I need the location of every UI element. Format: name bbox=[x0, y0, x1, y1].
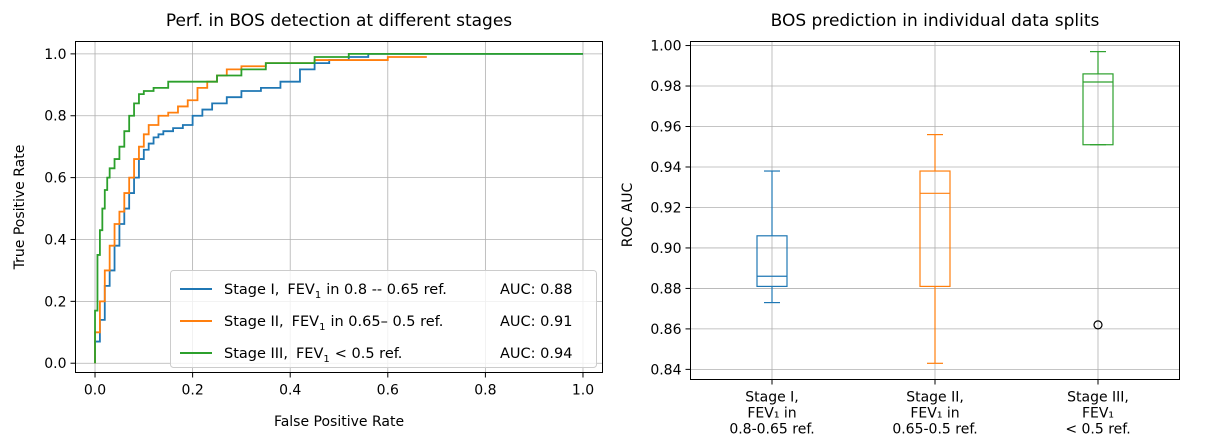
legend-entry-stage-1: Stage I, FEV1 in 0.8 -- 0.65 ref. AUC: 0.8… bbox=[180, 282, 572, 301]
roc-x-axis-label: False Positive Rate bbox=[274, 414, 404, 430]
roc-y-tick-label: 0.2 bbox=[44, 294, 66, 310]
boxplot-y-tick-label: 1.00 bbox=[650, 39, 681, 55]
legend-fev-sub-3: 1 bbox=[323, 354, 329, 365]
legend-fev-sub-2: 1 bbox=[319, 322, 325, 333]
boxplot-y-ticks: 0.84 0.86 0.88 0.90 0.92 0.94 0.96 0.98 1.00 bbox=[650, 39, 691, 378]
legend-fev-3: FEV bbox=[296, 346, 324, 362]
box-iqr bbox=[919, 170, 951, 287]
roc-y-tick-label: 0.8 bbox=[44, 109, 66, 125]
box-stage-1 bbox=[756, 170, 788, 304]
roc-y-tick-label: 0.4 bbox=[44, 232, 66, 248]
boxplot-x-tick-label: FEV₁ bbox=[1082, 406, 1114, 422]
roc-y-ticks: 0.0 0.2 0.4 0.6 0.8 1.0 bbox=[44, 47, 76, 372]
boxplot-boxes bbox=[756, 51, 1114, 364]
roc-chart: Perf. in BOS detection at different stag… bbox=[12, 11, 603, 430]
boxplot-chart-title: BOS prediction in individual data splits bbox=[771, 11, 1100, 31]
legend-fev-1: FEV bbox=[287, 282, 315, 298]
boxplot-y-tick-label: 0.94 bbox=[650, 160, 681, 176]
roc-series-group bbox=[94, 52, 583, 364]
box-iqr bbox=[756, 235, 788, 287]
boxplot-x-tick-label: FEV₁ in bbox=[747, 406, 796, 422]
roc-x-tick-label: 0.2 bbox=[181, 383, 203, 399]
legend-entry-stage-3: Stage III, FEV1 < 0.5 ref. AUC: 0.94 bbox=[180, 346, 572, 365]
boxplot-y-tick-label: 0.92 bbox=[650, 200, 681, 216]
legend-auc-stage-3: AUC: 0.94 bbox=[500, 346, 572, 362]
roc-x-ticks: 0.0 0.2 0.4 0.6 0.8 1.0 bbox=[84, 372, 594, 399]
legend-stage-3-label: Stage III, bbox=[224, 346, 288, 362]
legend-stage-3-range: < 0.5 ref. bbox=[335, 346, 403, 362]
legend-stage-2-label: Stage II, bbox=[224, 314, 284, 330]
roc-x-tick-label: 0.4 bbox=[279, 383, 301, 399]
boxplot-y-axis-label: ROC AUC bbox=[620, 182, 636, 247]
svg-text:Stage III,FEV1< 0.5 ref.: Stage III, FEV1 < 0.5 ref. bbox=[224, 346, 402, 365]
roc-x-tick-label: 0.8 bbox=[474, 383, 496, 399]
legend-stage-1-label: Stage I, bbox=[224, 282, 279, 298]
roc-y-tick-label: 0.6 bbox=[44, 171, 66, 187]
roc-y-tick-label: 1.0 bbox=[44, 47, 66, 63]
roc-y-axis-label: True Positive Rate bbox=[12, 145, 28, 271]
box-iqr bbox=[1082, 73, 1114, 146]
box-stage-2 bbox=[919, 134, 951, 364]
roc-x-tick-label: 1.0 bbox=[572, 383, 594, 399]
boxplot-x-tick-label: 0.65-0.5 ref. bbox=[892, 422, 977, 438]
boxplot-x-tick-label: FEV₁ in bbox=[910, 406, 959, 422]
roc-legend-box bbox=[170, 270, 597, 368]
boxplot-x-ticks: Stage I,FEV₁ in0.8-0.65 ref.Stage II,FEV… bbox=[729, 379, 1131, 438]
boxplot-y-tick-label: 0.98 bbox=[650, 79, 681, 95]
roc-x-tick-label: 0.6 bbox=[377, 383, 399, 399]
boxplot-y-tick-label: 0.96 bbox=[650, 120, 681, 136]
roc-chart-title: Perf. in BOS detection at different stag… bbox=[166, 11, 512, 31]
legend-fev-2: FEV bbox=[292, 314, 320, 330]
roc-legend: Stage I, FEV1 in 0.8 -- 0.65 ref. AUC: 0.8… bbox=[170, 270, 597, 368]
legend-stage-1-range: in 0.8 -- 0.65 ref. bbox=[326, 282, 447, 298]
boxplot-y-tick-label: 0.84 bbox=[650, 362, 681, 378]
roc-x-tick-label: 0.0 bbox=[84, 383, 106, 399]
boxplot-y-tick-label: 0.86 bbox=[650, 322, 681, 338]
roc-curve-stage-2 bbox=[94, 56, 427, 364]
boxplot-x-tick-label: < 0.5 ref. bbox=[1065, 422, 1130, 438]
legend-auc-stage-1: AUC: 0.88 bbox=[500, 282, 572, 298]
legend-fev-sub-1: 1 bbox=[315, 290, 321, 301]
boxplot-x-tick-label: Stage II, bbox=[906, 390, 964, 406]
roc-y-tick-label: 0.0 bbox=[44, 356, 66, 372]
boxplot-y-tick-label: 0.90 bbox=[650, 241, 681, 257]
boxplot-chart: BOS prediction in individual data splits… bbox=[620, 11, 1180, 438]
box-outlier-point bbox=[1093, 320, 1103, 330]
boxplot-x-tick-label: Stage I, bbox=[745, 390, 798, 406]
boxplot-y-tick-label: 0.88 bbox=[650, 281, 681, 297]
boxplot-x-tick-label: 0.8-0.65 ref. bbox=[729, 422, 814, 438]
roc-curve-stage-3 bbox=[94, 52, 583, 364]
legend-stage-2-range: in 0.65– 0.5 ref. bbox=[330, 314, 443, 330]
box-stage-3 bbox=[1082, 51, 1114, 330]
roc-plot-frame bbox=[75, 41, 603, 373]
legend-auc-stage-2: AUC: 0.91 bbox=[500, 314, 572, 330]
legend-entry-stage-2: Stage II, FEV1 in 0.65– 0.5 ref. AUC: 0.91 bbox=[180, 314, 572, 333]
roc-curve-stage-1 bbox=[94, 52, 583, 364]
boxplot-x-tick-label: Stage III, bbox=[1067, 390, 1129, 406]
